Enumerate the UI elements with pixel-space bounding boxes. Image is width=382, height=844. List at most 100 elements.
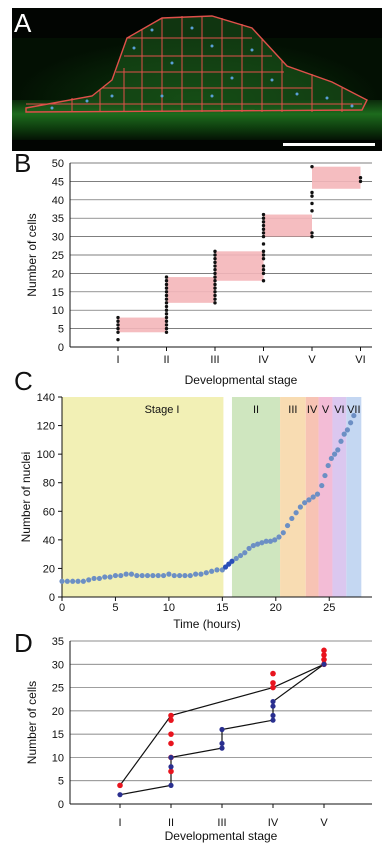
data-point-b <box>164 304 169 309</box>
y-axis-label-c: Number of nuclei <box>19 452 33 543</box>
stage-band-label: VII <box>347 404 360 416</box>
data-point-red <box>321 652 327 658</box>
data-point-c <box>209 568 215 574</box>
data-point-b <box>358 176 363 180</box>
data-point-c <box>59 578 65 584</box>
data-point-b <box>310 201 314 206</box>
x-tick-label-b: II <box>163 354 169 366</box>
data-point-blue <box>117 792 123 798</box>
panel-label-c: C <box>14 366 33 396</box>
data-point-b <box>310 234 314 239</box>
y-tick-label-d: 0 <box>58 799 64 811</box>
range-box <box>215 251 264 281</box>
data-point-c <box>306 497 312 503</box>
data-point-c <box>331 451 338 457</box>
y-tick-label-b: 15 <box>52 287 64 299</box>
x-axis-label-b: Developmental stage <box>185 373 298 387</box>
microscopy-image <box>12 8 382 151</box>
data-point-b <box>164 275 169 279</box>
data-point-b <box>213 297 217 301</box>
y-tick-label-b: 30 <box>52 232 64 244</box>
data-point-b <box>213 271 217 276</box>
data-point-c <box>166 571 172 577</box>
data-point-b <box>116 337 120 342</box>
data-point-b <box>261 256 266 261</box>
data-point-c <box>203 570 209 576</box>
data-point-b <box>213 249 217 254</box>
data-point-c <box>75 578 81 584</box>
data-point-red <box>168 740 174 747</box>
data-point-c <box>335 447 341 453</box>
y-tick-label-c: 20 <box>43 563 55 575</box>
data-point-b <box>164 308 169 312</box>
data-point-c <box>341 431 347 437</box>
x-tick-label-d: I <box>118 817 121 829</box>
data-point-c <box>325 462 331 469</box>
data-point-c <box>310 494 316 500</box>
stage-band <box>231 397 281 597</box>
y-tick-label-d: 30 <box>52 659 64 671</box>
data-point-c <box>155 572 161 579</box>
data-point-b <box>116 323 120 327</box>
data-point-c <box>86 577 92 583</box>
data-point-c <box>64 578 70 584</box>
y-tick-label-b: 10 <box>52 305 64 317</box>
stage-band <box>280 397 306 597</box>
y-tick-label-d: 5 <box>58 776 64 788</box>
data-point-c <box>255 541 261 547</box>
x-tick-label-d: II <box>168 817 174 829</box>
range-box <box>166 277 215 303</box>
data-point-b <box>213 260 217 265</box>
data-point-b <box>213 268 217 272</box>
data-point-b <box>164 293 169 298</box>
y-axis-label-b: Number of cells <box>25 213 39 296</box>
data-point-b <box>310 190 314 195</box>
data-point-blue <box>219 745 225 751</box>
y-tick-label-b: 25 <box>52 250 64 262</box>
data-point-c <box>284 522 291 529</box>
data-point-b <box>164 319 169 323</box>
data-point-c <box>246 545 252 552</box>
data-point-c <box>171 572 177 579</box>
data-point-blue <box>219 726 225 733</box>
stage-band-label: III <box>288 404 297 416</box>
range-box <box>263 214 312 237</box>
data-point-red <box>270 680 276 686</box>
y-tick-label-b: 50 <box>52 158 64 170</box>
stage-band <box>332 397 347 597</box>
y-tick-label-b: 20 <box>52 268 64 280</box>
data-point-c <box>80 578 86 584</box>
y-tick-label-b: 0 <box>58 342 64 354</box>
y-tick-label-d: 20 <box>52 706 64 718</box>
data-point-b <box>261 220 266 224</box>
data-point-b <box>213 256 217 261</box>
data-point-c <box>263 538 269 544</box>
data-point-c <box>107 574 113 580</box>
data-point-b <box>116 319 120 323</box>
y-tick-label-b: 5 <box>58 324 64 336</box>
data-point-red <box>270 684 276 691</box>
y-axis-label-d: Number of cells <box>25 681 39 764</box>
data-point-c <box>144 572 151 579</box>
y-tick-label-d: 35 <box>52 636 64 648</box>
data-point-c <box>328 455 334 462</box>
data-point-c <box>293 510 299 516</box>
data-point-c <box>338 438 344 444</box>
y-tick-label-d: 15 <box>52 729 64 741</box>
data-point-b <box>164 297 169 301</box>
data-point-blue <box>321 661 327 667</box>
data-point-b <box>261 242 266 246</box>
range-box <box>312 166 361 189</box>
data-point-c <box>198 571 204 577</box>
data-point-red <box>168 712 174 719</box>
data-point-b <box>213 293 217 298</box>
panel-label-a: A <box>14 8 32 38</box>
y-tick-label-d: 25 <box>52 683 64 695</box>
y-tick-label-c: 0 <box>49 592 55 604</box>
data-point-b <box>261 216 266 220</box>
data-point-b <box>261 279 266 283</box>
data-point-blue <box>168 754 174 761</box>
y-tick-label-c: 140 <box>37 392 55 404</box>
data-point-b <box>213 275 217 279</box>
data-point-c <box>187 572 193 579</box>
